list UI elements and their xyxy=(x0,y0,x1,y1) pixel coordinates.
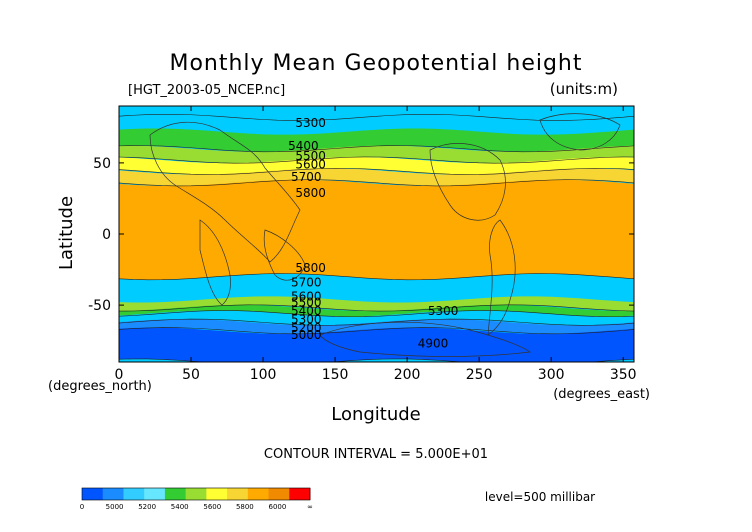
colorbar-swatch xyxy=(144,488,166,500)
contour-label: 5300 xyxy=(295,116,326,130)
colorbar-swatch xyxy=(289,488,311,500)
contour-band xyxy=(119,128,634,152)
y-unit-label: (degrees_north) xyxy=(48,379,152,394)
contour-labels: 5300540055005600570058005800570056005500… xyxy=(288,116,458,350)
colorbar: 0 5000 5200 5400 5600 5800 6000 ∞ xyxy=(80,487,313,511)
contour-label: 5800 xyxy=(295,186,326,200)
colorbar-label: 6000 xyxy=(269,503,287,511)
x-tick-label: 50 xyxy=(182,367,200,383)
colorbar-label: 5800 xyxy=(236,503,254,511)
x-tick-label: 250 xyxy=(466,367,493,383)
colorbar-label: 5200 xyxy=(138,503,156,511)
contour-label: 5600 xyxy=(291,290,322,304)
contour-label: 5000 xyxy=(291,328,322,342)
colorbar-swatch xyxy=(268,488,290,500)
contour-line xyxy=(119,179,634,187)
colorbar-label: 5000 xyxy=(106,503,124,511)
x-tick-label: 150 xyxy=(322,367,349,383)
y-tick-label: -50 xyxy=(88,298,111,314)
contour-line xyxy=(119,168,634,175)
contour-band xyxy=(119,296,634,312)
colorbar-swatch xyxy=(185,488,207,500)
colorbar-swatch xyxy=(247,488,270,500)
contour-bands xyxy=(119,114,634,362)
contour-label: 5500 xyxy=(295,149,326,163)
chart-title: Monthly Mean Geopotential height xyxy=(169,51,582,76)
x-tick-label: 200 xyxy=(394,367,421,383)
x-tick-label: 300 xyxy=(538,367,565,383)
contour-line xyxy=(119,113,634,121)
x-axis-title: Longitude xyxy=(331,404,421,425)
colorbar-frame xyxy=(81,487,311,501)
contour-label: 5200 xyxy=(291,321,322,335)
contour-band xyxy=(119,304,634,317)
file-label: [HGT_2003-05_NCEP.nc] xyxy=(128,83,285,98)
colorbar-swatch xyxy=(123,488,145,500)
colorbar-label: ∞ xyxy=(307,503,313,511)
contour-band xyxy=(119,114,634,121)
contour-line xyxy=(119,327,634,335)
contour-label: 5800 xyxy=(295,261,326,275)
x-tick-label: 100 xyxy=(250,367,277,383)
level-label: level=500 millibar xyxy=(485,490,595,504)
contour-band xyxy=(119,179,634,280)
y-tick-label: 0 xyxy=(102,227,111,243)
contour-band xyxy=(119,156,634,175)
contour-label: 4900 xyxy=(418,337,449,351)
contour-band xyxy=(119,145,634,164)
y-tick-label: 50 xyxy=(93,156,111,172)
x-tick-label: 0 xyxy=(115,367,124,383)
colorbar-swatch xyxy=(227,488,249,500)
y-axis-title: Latitude xyxy=(56,196,77,270)
contour-line xyxy=(119,145,634,153)
colorbar-label: 5600 xyxy=(203,503,221,511)
colorbar-swatch xyxy=(164,488,187,500)
contour-label: 5300 xyxy=(291,312,322,326)
contour-label: 5400 xyxy=(288,139,319,153)
colorbar-label: 5400 xyxy=(171,503,189,511)
x-axis: 0 50 100 150 200 250 300 350 xyxy=(115,106,637,383)
contour-line xyxy=(119,273,634,281)
x-unit-label: (degrees_east) xyxy=(553,387,650,402)
colorbar-swatch xyxy=(206,488,228,500)
contour-label: 5400 xyxy=(291,304,322,318)
colorbar-swatch xyxy=(102,488,124,500)
plot-area xyxy=(119,106,634,362)
contour-line xyxy=(119,304,634,312)
contour-line xyxy=(119,358,634,362)
contour-band xyxy=(119,319,634,334)
contour-line xyxy=(119,156,634,164)
contour-line xyxy=(119,310,634,318)
contour-interval-label: CONTOUR INTERVAL = 5.000E+01 xyxy=(264,447,488,462)
contour-label: 5700 xyxy=(291,170,322,184)
coastline-outline xyxy=(149,113,621,357)
contour-band xyxy=(119,327,634,362)
contour-label: 5500 xyxy=(291,295,322,309)
x-tick-label: 350 xyxy=(610,367,637,383)
contour-label: 5300 xyxy=(428,304,459,318)
colorbar-label: 0 xyxy=(80,503,84,511)
contour-label: 5700 xyxy=(291,275,322,289)
colorbar-swatch xyxy=(82,488,104,500)
y-axis: 50 0 -50 xyxy=(88,156,634,314)
units-label: (units:m) xyxy=(550,80,618,98)
contour-label: 5600 xyxy=(295,157,326,171)
